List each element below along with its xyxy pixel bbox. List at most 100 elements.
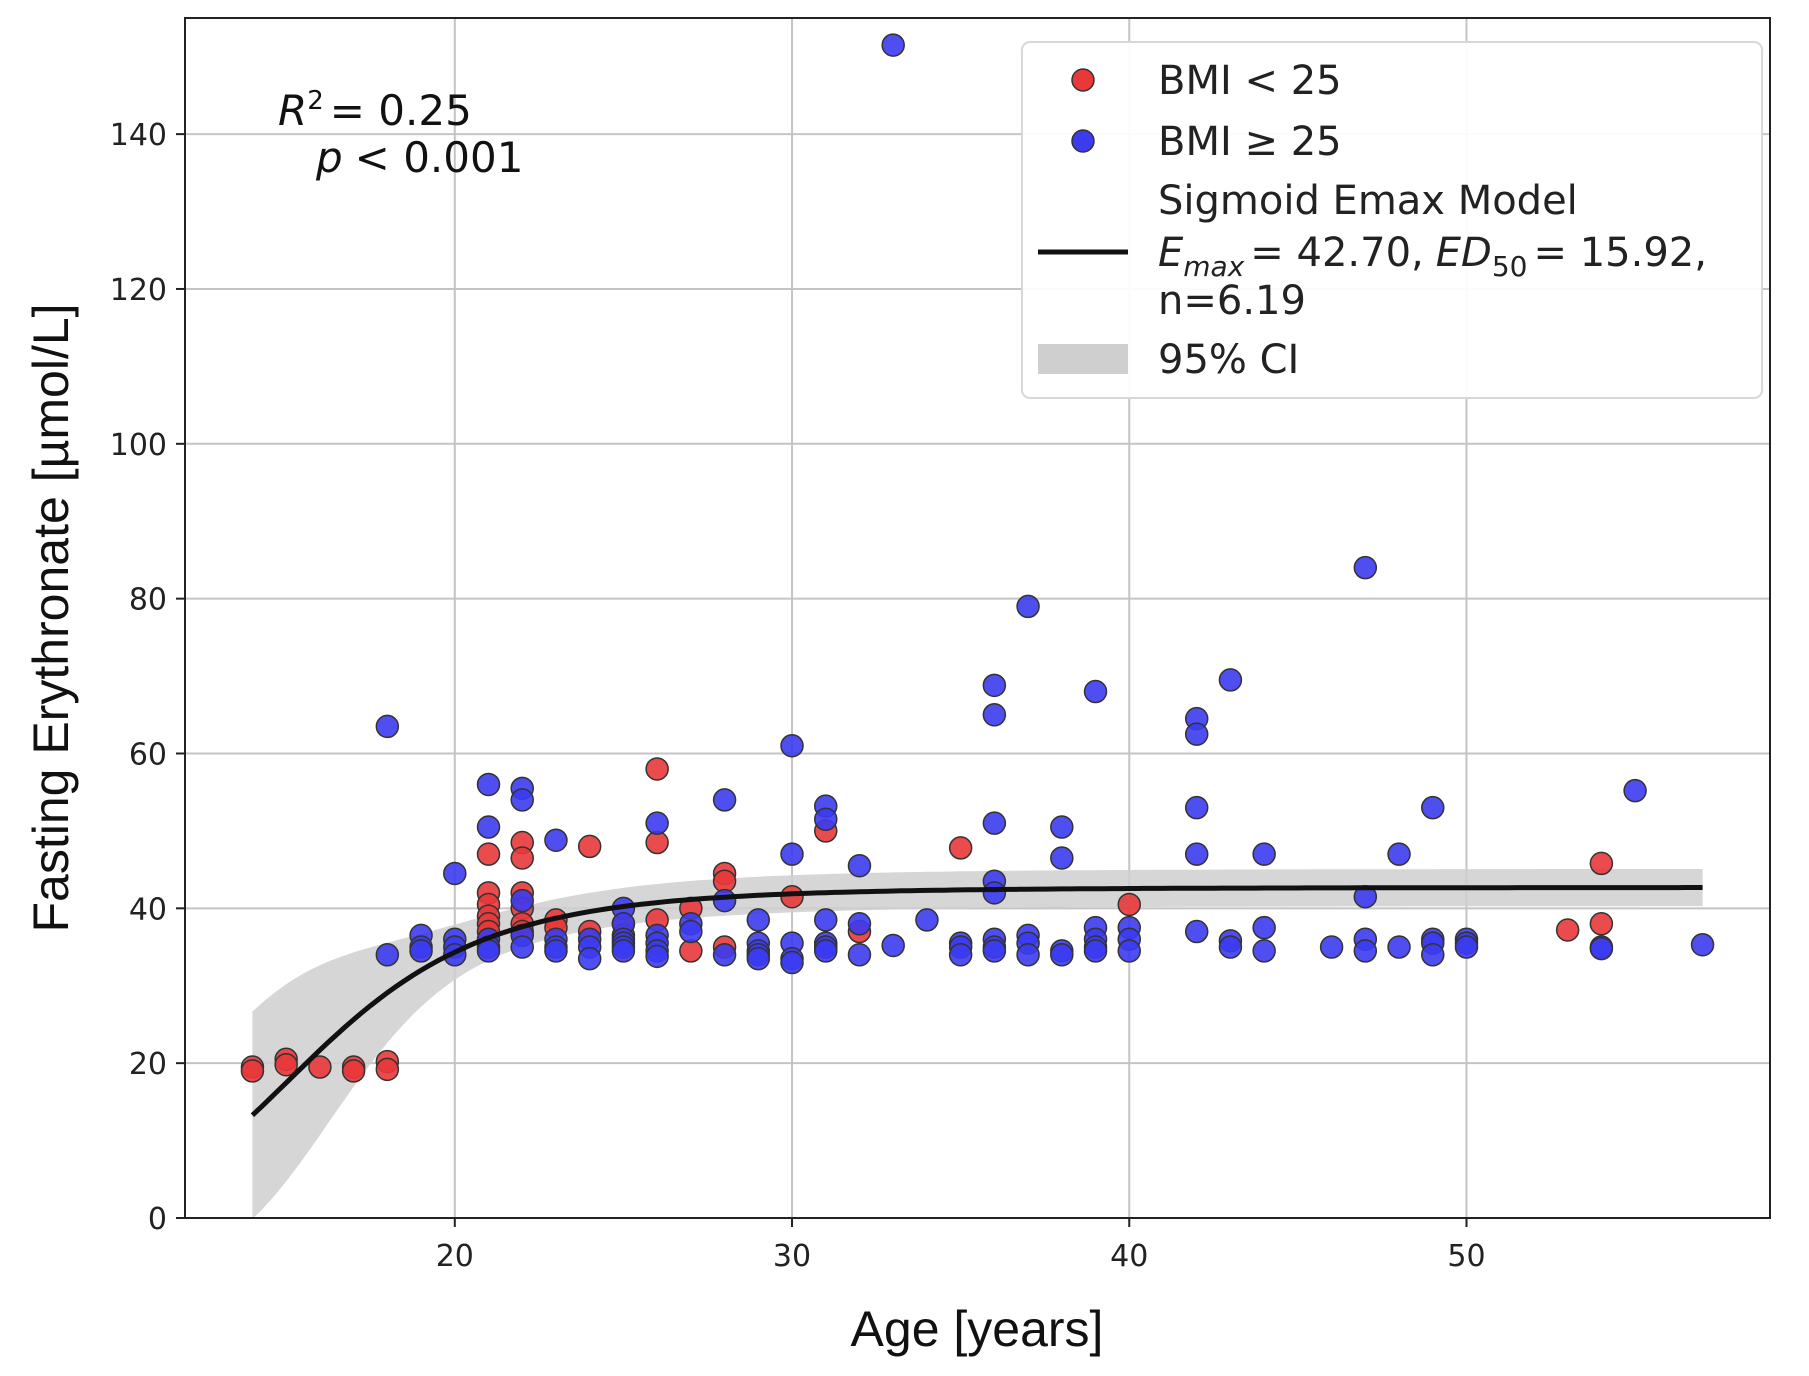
x-tick-label: 40 xyxy=(1110,1239,1148,1274)
data-point xyxy=(510,846,534,870)
data-point xyxy=(274,1052,298,1077)
data-point xyxy=(577,834,602,859)
data-point xyxy=(1555,918,1580,942)
data-point xyxy=(544,939,568,963)
legend-ed50-value: = 15.92, xyxy=(1533,230,1706,276)
data-point xyxy=(915,908,939,932)
legend-model-params: Emax = 42.70, ED50 = 15.92, xyxy=(1158,230,1707,283)
data-point xyxy=(1050,943,1074,967)
confidence-band-layer xyxy=(252,869,1703,1219)
data-point xyxy=(1184,842,1209,866)
data-point xyxy=(1589,936,1614,961)
legend-n-value: n=6.19 xyxy=(1158,278,1306,324)
data-point xyxy=(1421,943,1445,967)
r-squared-value: = 0.25 xyxy=(330,86,472,135)
data-point xyxy=(1690,932,1715,957)
y-axis-title: Fasting Erythronate [µmol/L] xyxy=(23,303,79,932)
data-point xyxy=(1184,722,1209,746)
data-point xyxy=(1319,935,1344,959)
legend-ed50-subscript: 50 xyxy=(1492,250,1528,283)
data-point xyxy=(712,888,737,913)
model-curve-layer xyxy=(250,885,1703,1118)
legend-emax-symbol: E xyxy=(1158,230,1184,276)
x-tick-label: 30 xyxy=(773,1239,811,1274)
legend-bmi-high-marker xyxy=(1071,129,1095,153)
data-point xyxy=(375,943,400,967)
data-point xyxy=(1454,935,1479,959)
data-point xyxy=(1387,935,1411,959)
data-point xyxy=(645,944,669,969)
data-point xyxy=(1184,795,1209,820)
r-squared-text: R2 = 0.25 xyxy=(278,86,472,135)
confidence-band xyxy=(252,869,1703,1219)
legend-model-title: Sigmoid Emax Model xyxy=(1158,178,1578,224)
data-point xyxy=(982,673,1007,698)
y-tick-label: 20 xyxy=(129,1047,167,1082)
data-point xyxy=(1589,912,1614,936)
y-tick-label: 100 xyxy=(110,428,167,463)
x-tick-label: 50 xyxy=(1447,1239,1485,1274)
data-point xyxy=(1387,842,1411,866)
data-point xyxy=(510,935,534,959)
data-point xyxy=(443,861,467,886)
y-tick-label: 80 xyxy=(129,583,167,618)
y-tick-label: 60 xyxy=(129,737,167,772)
data-point xyxy=(1421,795,1445,820)
data-point xyxy=(476,772,501,797)
model-curve xyxy=(250,885,1703,1118)
data-point xyxy=(982,939,1007,963)
r-squared-superscript: 2 xyxy=(307,86,324,116)
data-point xyxy=(780,842,804,866)
data-point xyxy=(1083,679,1108,704)
legend-box xyxy=(1021,41,1763,399)
axis-ticks: 20 30 40 50 0 20 40 60 80 100 120 140 xyxy=(110,118,1486,1274)
data-point xyxy=(948,836,973,860)
legend-bmi-low-marker xyxy=(1071,68,1095,92)
data-point xyxy=(780,733,804,758)
legend-emax-subscript: max xyxy=(1183,250,1244,283)
data-point xyxy=(746,908,771,932)
y-tick-label: 0 xyxy=(148,1202,167,1237)
p-value-value: < 0.001 xyxy=(355,133,524,182)
data-point xyxy=(813,807,838,832)
data-point xyxy=(1252,939,1276,963)
data-point xyxy=(813,908,838,932)
data-point xyxy=(847,912,872,936)
stats-annotation: R2 = 0.25 p < 0.001 xyxy=(278,86,523,182)
data-point xyxy=(982,811,1007,835)
data-point xyxy=(375,1057,400,1082)
plot-frame xyxy=(184,17,1771,1219)
data-point xyxy=(1353,555,1378,580)
data-point xyxy=(1589,851,1614,876)
legend-ed50-symbol: ED xyxy=(1436,230,1492,276)
data-point xyxy=(544,828,568,852)
data-point xyxy=(881,933,905,958)
data-point xyxy=(1252,915,1276,940)
data-point xyxy=(1252,842,1276,866)
data-point xyxy=(341,1059,366,1083)
legend-ci-swatch xyxy=(1038,344,1128,374)
data-point xyxy=(1218,935,1243,959)
y-tick-label: 120 xyxy=(110,273,167,308)
data-point xyxy=(881,33,905,57)
data-point xyxy=(240,1059,265,1083)
data-point xyxy=(982,703,1007,727)
p-value-symbol: p xyxy=(315,133,343,182)
data-point xyxy=(780,884,804,909)
data-point xyxy=(1117,939,1142,963)
data-point xyxy=(1050,815,1074,839)
r-squared-symbol: R xyxy=(278,86,307,135)
data-point xyxy=(679,919,703,944)
data-point xyxy=(476,842,501,866)
data-point xyxy=(1016,594,1040,619)
data-point xyxy=(982,881,1007,905)
data-point xyxy=(1623,778,1647,803)
data-point xyxy=(1117,892,1142,917)
legend-ci-label: 95% CI xyxy=(1158,337,1299,383)
data-point xyxy=(1218,668,1243,692)
legend-emax-value: = 42.70, xyxy=(1250,230,1423,276)
y-tick-label: 140 xyxy=(110,118,167,153)
data-point xyxy=(1184,919,1209,944)
data-point xyxy=(476,815,501,839)
